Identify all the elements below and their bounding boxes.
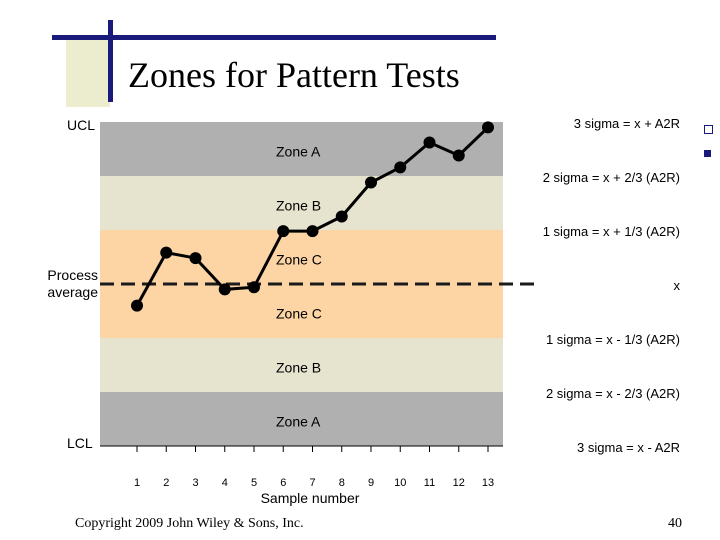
- process-average-label: Process average: [47, 267, 98, 300]
- title-accent-box: [66, 35, 110, 107]
- title-left-bar: [108, 20, 113, 102]
- zone-label-5: Zone A: [276, 414, 321, 430]
- x-tick-label-11: 11: [424, 477, 435, 489]
- limit-label-0: 3 sigma = x + A2R: [574, 116, 680, 131]
- data-point-3: [189, 252, 202, 265]
- x-tick-label-10: 10: [394, 477, 406, 489]
- data-point-1: [131, 299, 143, 312]
- zone-label-4: Zone B: [276, 360, 321, 376]
- data-point-5: [248, 281, 260, 294]
- zone-band-4: [100, 338, 503, 392]
- x-tick-label-7: 7: [309, 477, 315, 489]
- slide-title: Zones for Pattern Tests: [128, 55, 460, 95]
- x-tick-label-4: 4: [222, 477, 228, 489]
- data-point-6: [277, 225, 290, 238]
- data-point-7: [306, 225, 319, 238]
- x-tick-label-9: 9: [368, 477, 374, 489]
- zone-band-1: [100, 176, 503, 230]
- right-marker-2: [704, 150, 711, 157]
- x-axis: 1 2 3 4 5 6 7 8 9 10 11 12 13: [100, 445, 503, 489]
- process-average-line-1: Process: [47, 267, 98, 283]
- x-tick-label-5: 5: [251, 477, 257, 489]
- limit-label-5: 2 sigma = x - 2/3 (A2R): [546, 386, 680, 401]
- data-point-10: [394, 161, 407, 174]
- limit-label-2: 1 sigma = x + 1/3 (A2R): [543, 224, 680, 239]
- x-tick-label-8: 8: [339, 477, 345, 489]
- zones-layer: [100, 122, 503, 446]
- data-point-12: [452, 149, 465, 162]
- data-point-8: [335, 210, 348, 223]
- limit-label-3: x: [674, 278, 681, 293]
- lcl-label: LCL: [67, 435, 93, 451]
- series-layer: [131, 121, 494, 312]
- limit-label-6: 3 sigma = x - A2R: [577, 440, 680, 455]
- data-point-9: [365, 176, 377, 189]
- x-tick-label-2: 2: [163, 477, 169, 489]
- x-tick-label-13: 13: [482, 477, 494, 489]
- x-tick-label-1: 1: [134, 477, 140, 489]
- zone-label-2: Zone C: [276, 252, 322, 268]
- data-point-13: [482, 121, 494, 134]
- ucl-label: UCL: [67, 117, 95, 133]
- process-average-line-2: average: [47, 284, 98, 300]
- zone-label-3: Zone C: [276, 306, 322, 322]
- x-tick-label-6: 6: [280, 477, 286, 489]
- limit-label-1: 2 sigma = x + 2/3 (A2R): [543, 170, 680, 185]
- page-number: 40: [668, 516, 682, 531]
- data-point-4: [218, 283, 231, 296]
- limit-label-4: 1 sigma = x - 1/3 (A2R): [546, 332, 680, 347]
- zone-band-5: [100, 392, 503, 446]
- x-tick-label-12: 12: [453, 477, 465, 489]
- data-point-11: [423, 136, 436, 149]
- x-tick-label-3: 3: [192, 477, 198, 489]
- limit-labels-layer: 3 sigma = x + A2R 2 sigma = x + 2/3 (A2R)…: [543, 116, 681, 455]
- zone-label-0: Zone A: [276, 144, 321, 160]
- data-point-2: [160, 246, 173, 259]
- right-marker-1: [704, 125, 713, 134]
- zone-labels-layer: Zone A Zone B Zone C Zone C Zone B Zone A: [276, 144, 322, 430]
- x-axis-title: Sample number: [261, 490, 360, 506]
- zone-band-0: [100, 122, 503, 176]
- zone-band-3: [100, 284, 503, 338]
- title-top-bar: [52, 35, 496, 40]
- copyright-text: Copyright 2009 John Wiley & Sons, Inc.: [75, 516, 304, 531]
- zone-label-1: Zone B: [276, 198, 321, 214]
